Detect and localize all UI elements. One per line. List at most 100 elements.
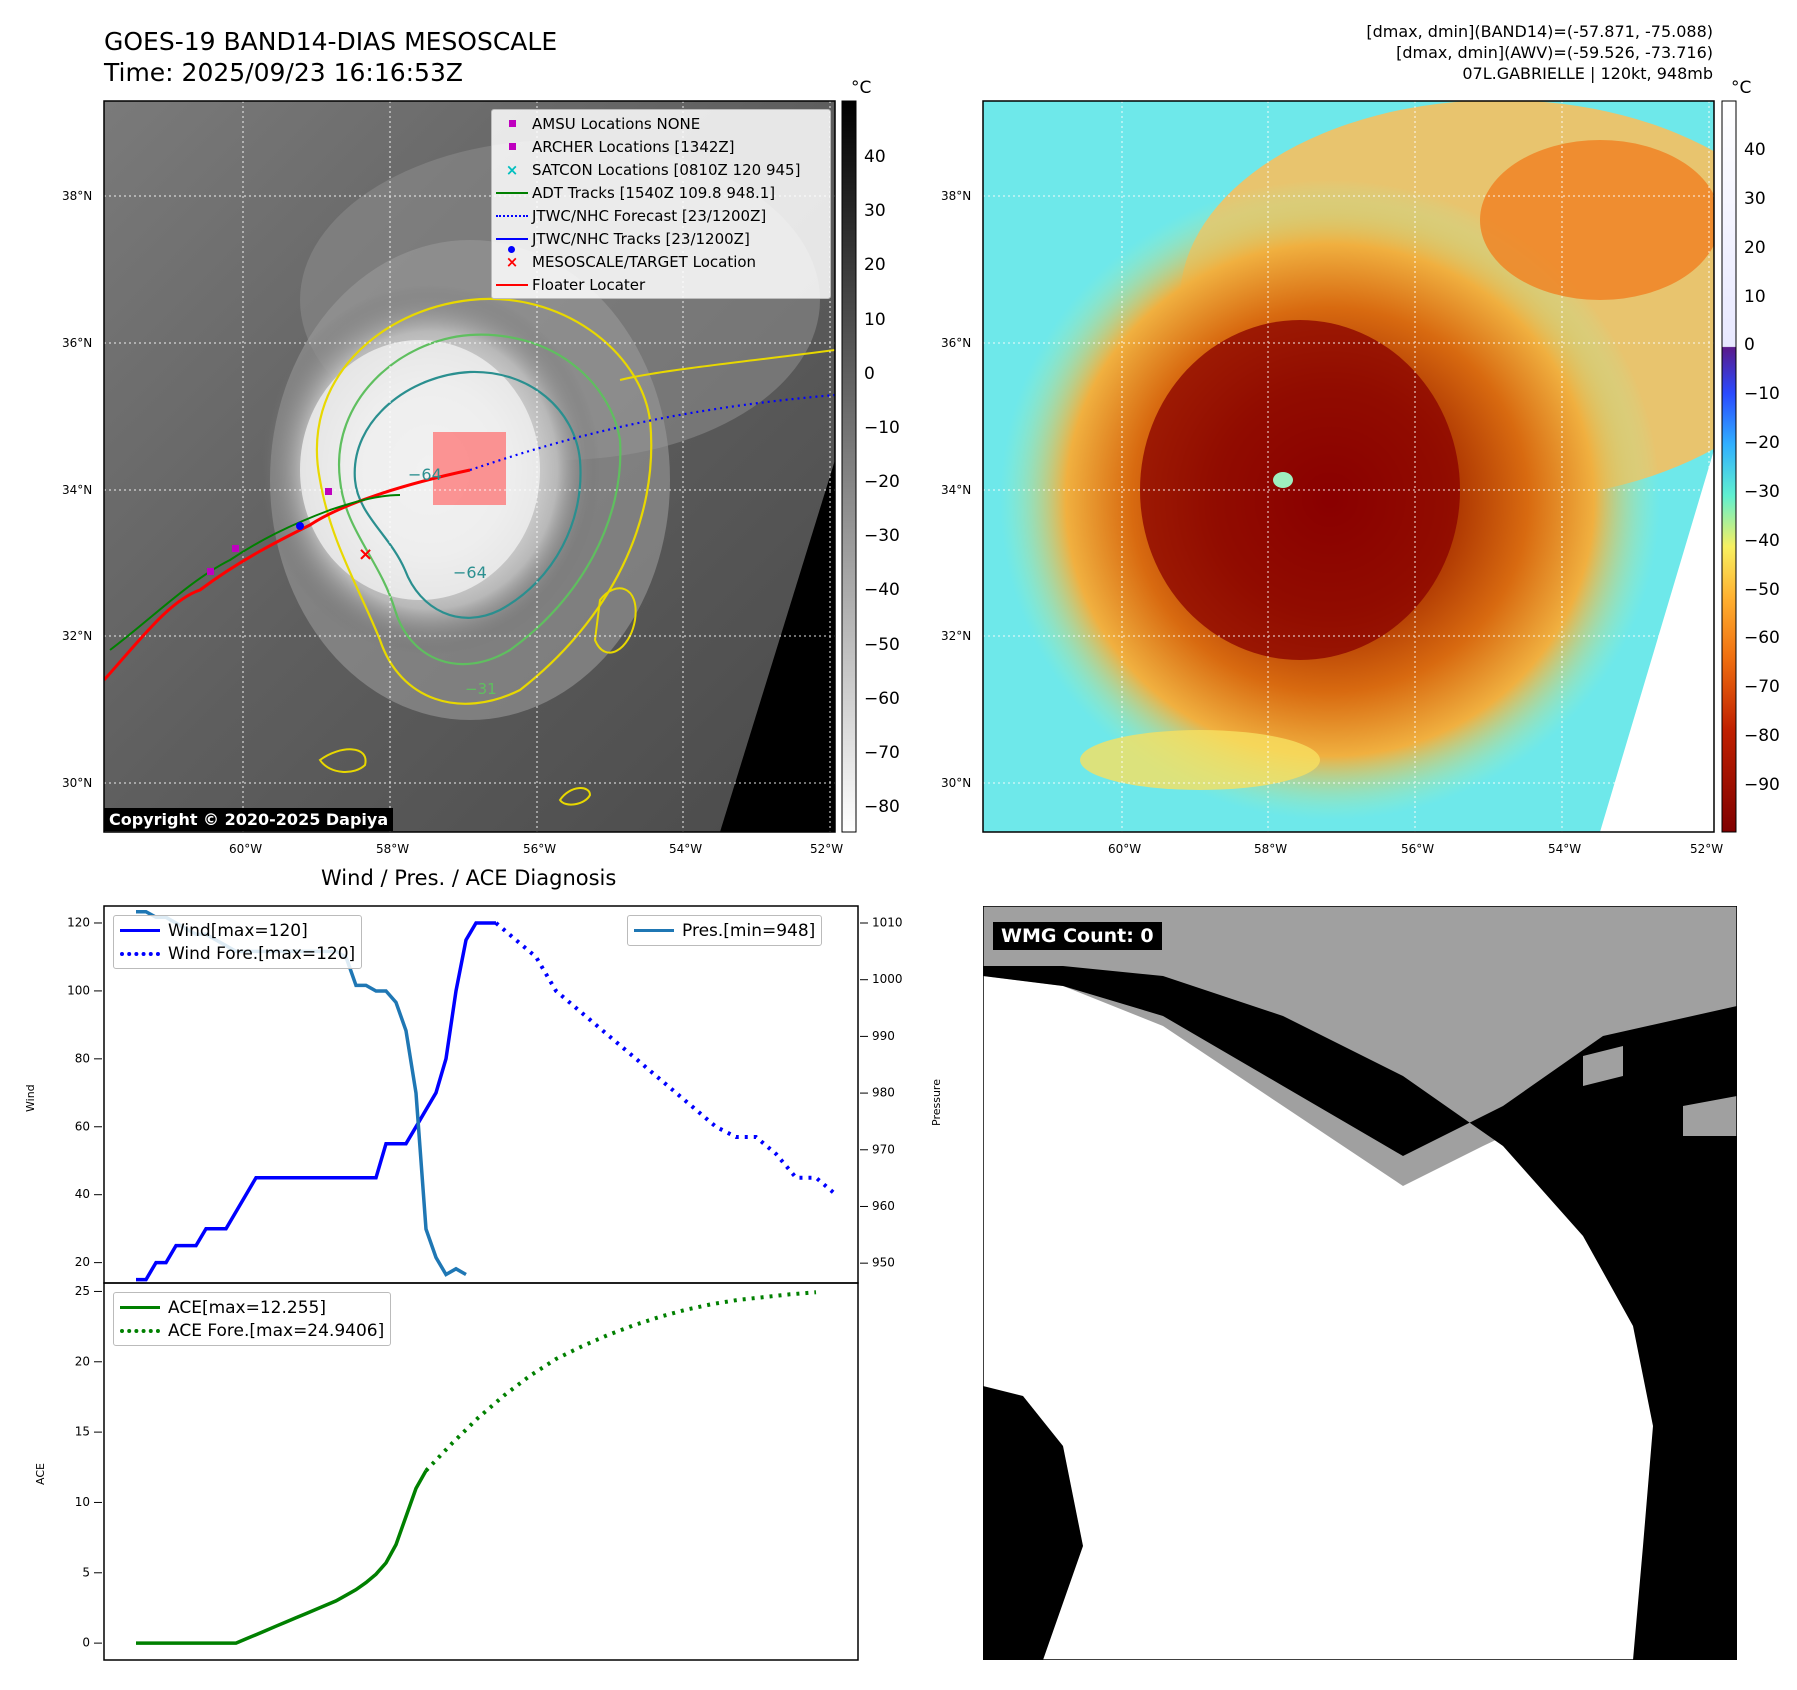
wmg-panel [983,906,1737,1660]
wind-legend: Wind[max=120] Wind Fore.[max=120] [113,915,363,969]
line-dot-icon [496,237,528,240]
lon-label: 54°W [1548,842,1582,856]
pressure-tick-label: 990 [872,1029,895,1043]
x-marker-icon: × [505,160,519,179]
colorbar-tick: −70 [864,742,900,763]
legend-ace: ACE[max=12.255] [120,1296,384,1319]
line-marker-icon [634,929,674,932]
wind-forecast-line [494,921,838,1197]
ace-tick-label: 0 [82,1636,90,1650]
band14-range: [dmax, dmin](BAND14)=(-57.871, -75.088) [1366,22,1713,41]
colorbar-tick: 0 [864,363,875,384]
colorbar-tick: −70 [1744,677,1780,698]
diagnosis-title: Wind / Pres. / ACE Diagnosis [321,866,617,890]
colorbar-tick: −80 [864,797,900,817]
wind-tick-label: 100 [67,983,90,997]
colorbar-tick: −10 [1744,384,1780,405]
colorbar-tick: 10 [1744,286,1766,307]
lon-label: 52°W [810,842,844,856]
awv-range: [dmax, dmin](AWV)=(-59.526, -73.716) [1396,43,1713,62]
ace-forecast-line [424,1290,817,1473]
colorbar-tick: 30 [1744,188,1766,209]
ace-axis-label: ACE [34,1463,47,1485]
diagnosis-chart: 1201008060402010101000990980970960950252… [67,905,903,1661]
wind-tick-label: 40 [75,1187,90,1201]
wind-tick-label: 120 [67,915,90,929]
colorbar-tick: −20 [864,472,900,492]
x-marker-icon: × [505,252,519,271]
colorbar-tick: −60 [864,688,900,709]
legend-pressure: Pres.[min=948] [634,919,815,942]
colorbar-tick: −30 [864,526,900,547]
awv-colorbar-unit: °C [1731,78,1752,98]
lat-label: 32°N [941,629,972,643]
contour-label: −64 [453,563,487,582]
lon-label: 54°W [669,842,703,856]
ace-series-line [136,1469,428,1645]
colorbar-tick: −50 [1744,579,1780,600]
pressure-tick-label: 1010 [872,916,903,930]
lon-label: 58°W [1254,842,1288,856]
lat-label: 30°N [62,776,93,790]
dotted-line-icon [120,1328,160,1333]
colorbar-tick: 40 [864,147,886,167]
legend-satcon: × SATCON Locations [0810Z 120 945] [492,158,830,181]
lon-label: 58°W [376,842,410,856]
legend-wind: Wind[max=120] [120,919,355,942]
lat-label: 38°N [62,189,93,203]
colorbar-tick: −30 [1744,481,1780,502]
lon-label: 52°W [1690,842,1724,856]
lat-label: 30°N [941,776,972,790]
dotted-line-icon [496,214,528,217]
lat-label: 32°N [62,629,93,643]
copyright-badge: Copyright © 2020-2025 Dapiya [104,808,394,831]
wind-axis-label: Wind [24,1084,37,1112]
colorbar-tick: −50 [864,634,900,655]
lon-label: 60°W [1108,842,1142,856]
line-marker-icon [120,1306,160,1309]
legend-forecast: JTWC/NHC Forecast [23/1200Z] [492,204,830,227]
figure-time: Time: 2025/09/23 16:16:53Z [104,58,463,87]
lat-label: 34°N [62,483,93,497]
contour-label: −31 [465,680,497,698]
ace-tick-label: 10 [75,1495,90,1509]
colorbar-tick: −10 [864,417,900,438]
lat-label: 38°N [941,189,972,203]
colorbar-tick: −60 [1744,628,1780,649]
target-marker: × [358,544,373,565]
lat-label: 34°N [941,483,972,497]
storm-info: 07L.GABRIELLE | 120kt, 948mb [1462,64,1713,83]
colorbar-tick: 30 [864,201,886,222]
pressure-tick-label: 970 [872,1142,895,1156]
colorbar-tick: 20 [864,255,886,276]
line-marker-icon [120,929,160,932]
legend-archer: ARCHER Locations [1342Z] [492,135,830,158]
colorbar-tick: −20 [1744,433,1780,454]
lat-label: 36°N [62,336,93,350]
wind-tick-label: 80 [75,1051,90,1065]
ir-colorbar [841,100,857,833]
ace-legend: ACE[max=12.255] ACE Fore.[max=24.9406] [113,1292,392,1346]
awv-map [982,100,1737,833]
legend-amsu: AMSU Locations NONE [492,112,830,135]
colorbar-tick: −80 [1744,726,1780,747]
legend-wind-forecast: Wind Fore.[max=120] [120,942,355,965]
ir-map: × [103,100,857,833]
lon-label: 56°W [1401,842,1435,856]
pressure-tick-label: 950 [872,1256,895,1270]
colorbar-tick: −40 [1744,530,1780,551]
line-marker-icon [496,283,528,286]
colorbar-tick: −40 [864,580,900,601]
ace-tick-label: 25 [75,1284,90,1298]
lat-label: 36°N [941,336,972,350]
wmg-count-badge: WMG Count: 0 [993,922,1162,950]
legend-target: × MESOSCALE/TARGET Location [492,250,830,273]
wind-tick-label: 60 [75,1119,90,1133]
pressure-tick-label: 980 [872,1086,895,1100]
legend-ace-forecast: ACE Fore.[max=24.9406] [120,1319,384,1342]
line-marker-icon [496,191,528,194]
square-marker-icon [508,120,516,127]
square-marker-icon [508,143,516,150]
wind-tick-label: 20 [75,1255,90,1269]
colorbar-tick: −90 [1744,775,1780,795]
